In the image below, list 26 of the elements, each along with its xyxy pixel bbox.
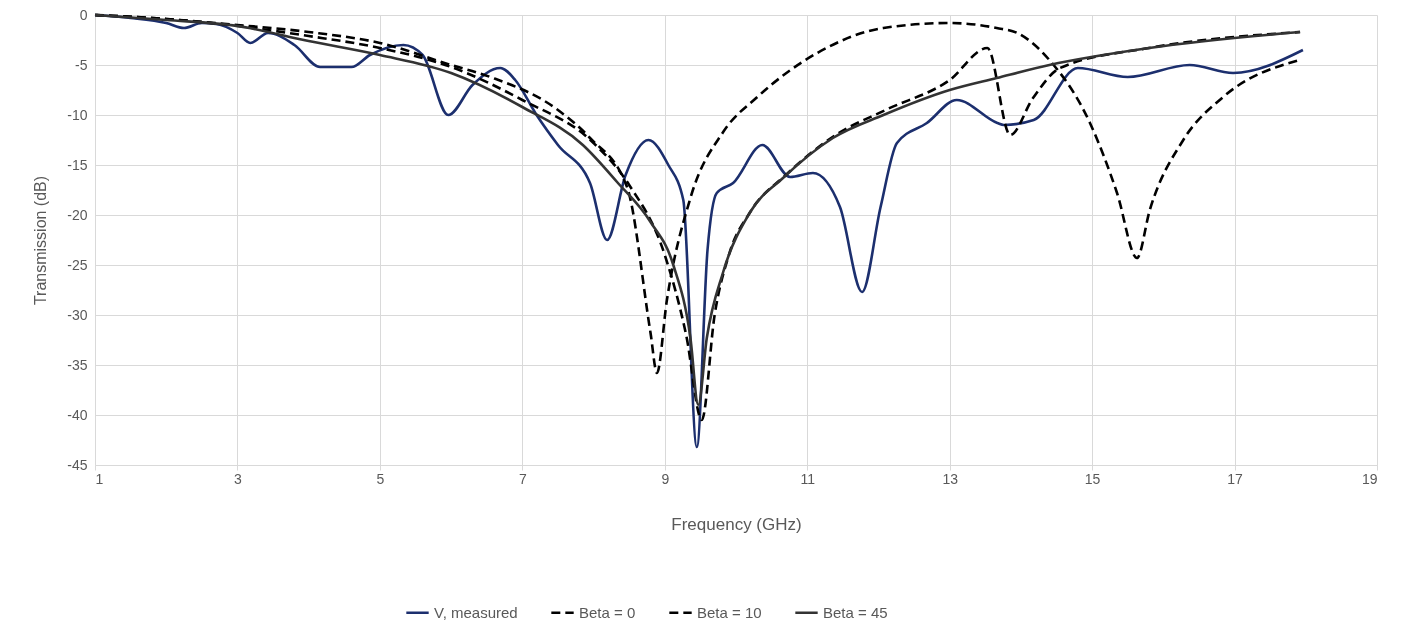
y-tick-label: -5 [75, 56, 88, 73]
legend-label: Beta = 0 [579, 603, 636, 621]
y-tick-label: -25 [67, 256, 88, 273]
y-tick-label: -35 [67, 356, 88, 373]
legend-label: Beta = 45 [823, 603, 888, 621]
y-axis-title: Transmission (dB) [32, 175, 50, 306]
x-tick-label: 19 [1361, 470, 1378, 487]
x-tick-label: 17 [1227, 470, 1244, 487]
x-tick-label: 13 [942, 470, 959, 487]
legend-label: Beta = 10 [697, 603, 762, 621]
legend-label: V, measured [434, 603, 518, 621]
x-tick-label: 3 [234, 470, 243, 487]
y-tick-label: -10 [67, 106, 88, 123]
y-tick-label: -15 [67, 156, 88, 173]
y-tick-label: -40 [67, 406, 88, 423]
y-tick-label: -30 [67, 306, 88, 323]
x-tick-label: 7 [518, 470, 527, 487]
x-axis-title: Frequency (GHz) [671, 514, 802, 534]
x-tick-label: 15 [1084, 470, 1101, 487]
x-tick-label: 1 [95, 470, 104, 487]
x-tick-label: 11 [800, 470, 816, 487]
y-tick-label: -45 [67, 456, 88, 473]
y-tick-label: 0 [79, 6, 88, 23]
x-tick-label: 9 [661, 470, 670, 487]
y-tick-label: -20 [67, 206, 88, 223]
x-tick-label: 5 [376, 470, 385, 487]
